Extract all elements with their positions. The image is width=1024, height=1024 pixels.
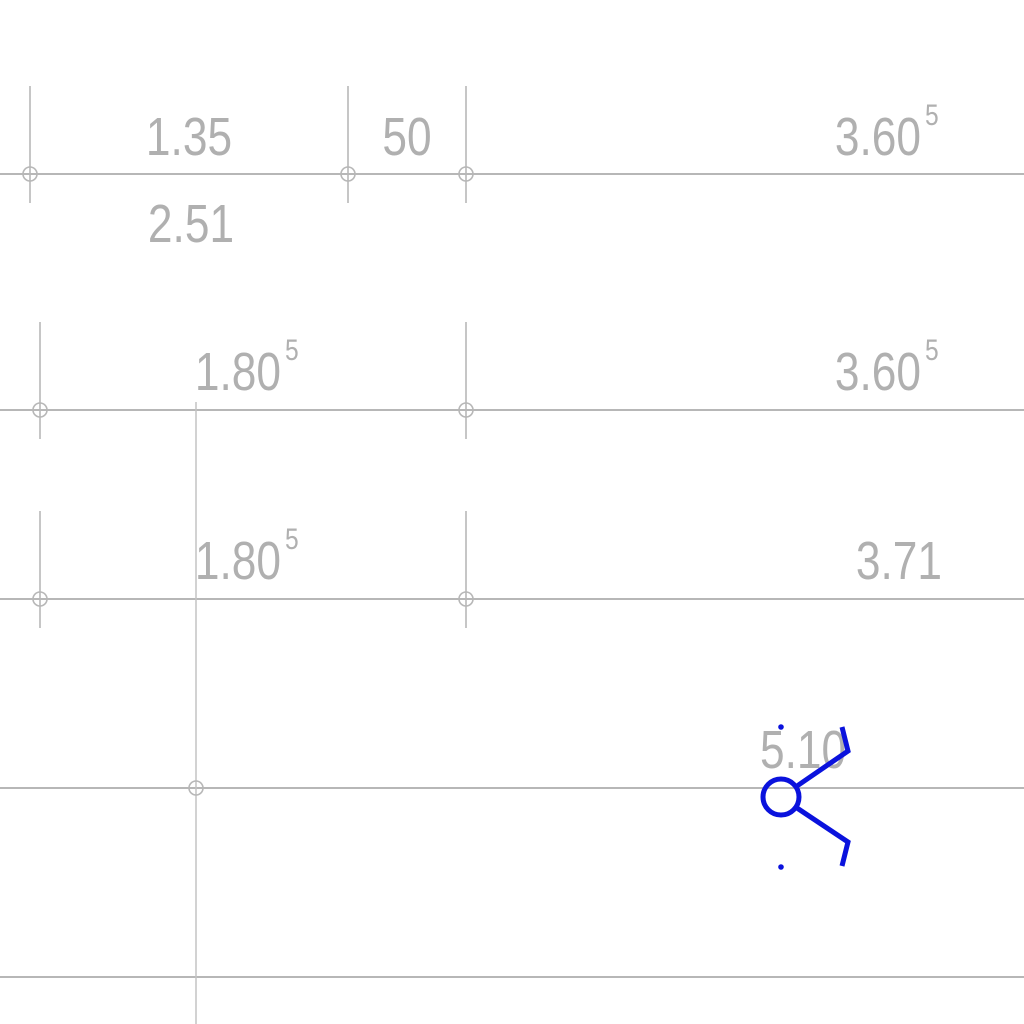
dimension-row-3-seg-1: 1.80 [195, 531, 281, 591]
tick-circle-icon [458, 166, 474, 182]
dimension-row-1-below: 2.51 [148, 194, 234, 254]
dimension-row-2-seg-2-superscript: 5 [925, 333, 939, 367]
row-1-ticks [22, 86, 474, 203]
tick-circle-icon [458, 402, 474, 418]
dimension-row-2-seg-1: 1.80 [195, 342, 281, 402]
dimension-row-2-seg-1-superscript: 5 [285, 333, 299, 367]
dimension-row-2-seg-2: 3.60 [835, 342, 921, 402]
row-2-ticks [32, 322, 474, 439]
dimension-row-1-seg-2: 50 [382, 107, 431, 167]
tick-circle-icon [32, 591, 48, 607]
tick-circle-icon [22, 166, 38, 182]
dimension-row-1-seg-3-superscript: 5 [925, 98, 939, 132]
tick-circle-icon [32, 402, 48, 418]
tick-circle-icon [188, 780, 204, 796]
dimension-row-3-seg-2: 3.71 [856, 531, 942, 591]
dimension-row-4-label: 5.10 [760, 720, 846, 780]
tick-circle-icon [458, 591, 474, 607]
dimension-row-1-seg-1: 1.35 [146, 107, 232, 167]
row-3-ticks [32, 511, 474, 628]
blue-elevation-marker-icon [760, 724, 851, 870]
dimension-row-3-seg-1-superscript: 5 [285, 522, 299, 556]
tick-circle-icon [340, 166, 356, 182]
dimension-row-1-seg-3: 3.60 [835, 107, 921, 167]
